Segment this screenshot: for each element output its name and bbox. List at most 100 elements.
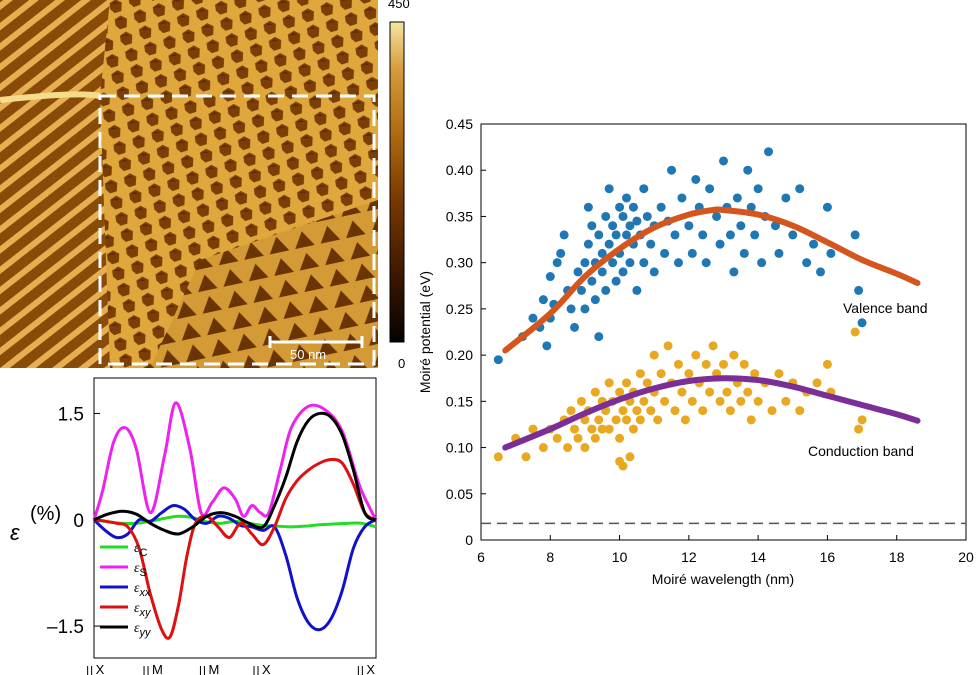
strain-line-s <box>92 401 378 521</box>
scale-bar-label: 50 nm <box>290 347 326 362</box>
valence-point <box>608 258 618 268</box>
conduction-point <box>680 415 690 425</box>
valence-point <box>770 221 780 231</box>
conduction-point <box>594 415 604 425</box>
colorbar-max-label: 450 <box>388 0 410 11</box>
valence-point <box>628 202 638 212</box>
valence-point <box>615 202 625 212</box>
conduction-point <box>684 369 694 379</box>
conduction-point <box>632 406 642 416</box>
conduction-point <box>705 387 715 397</box>
conduction-point <box>597 424 607 434</box>
valence-point <box>538 295 548 305</box>
valence-point <box>670 230 680 240</box>
conduction-point <box>604 424 614 434</box>
conduction-point <box>729 350 739 360</box>
valence-point <box>580 304 590 314</box>
conduction-point <box>622 378 631 388</box>
conduction-point <box>573 433 583 443</box>
valence-point <box>528 313 538 323</box>
valence-point <box>604 184 614 194</box>
valence-point <box>618 267 628 277</box>
conduction-point <box>715 396 725 406</box>
conduction-point <box>677 387 687 397</box>
valence-point <box>677 193 687 203</box>
valence-point <box>573 267 583 277</box>
moire-ytick-label: 0.30 <box>446 255 473 271</box>
valence-point <box>601 285 611 295</box>
valence-point <box>705 184 715 194</box>
conduction-point <box>753 396 763 406</box>
conduction-point <box>521 452 531 462</box>
valence-point <box>608 221 618 231</box>
valence-point <box>559 230 569 240</box>
strain-legend: εC εS εxx εxy εyy <box>100 541 152 639</box>
conduction-point <box>857 415 867 425</box>
valence-point <box>632 216 642 226</box>
scale-bar: 50 nm <box>268 336 364 362</box>
strain-xtick-label: M <box>208 662 219 675</box>
strain-ytick-label: –1.5 <box>47 617 84 638</box>
valence-point <box>639 184 649 194</box>
conduction-point <box>781 396 791 406</box>
conduction-point <box>743 387 753 397</box>
valence-point <box>684 221 694 231</box>
conduction-point <box>691 350 701 360</box>
valence-point <box>719 156 728 166</box>
valence-fit-curve <box>502 206 921 354</box>
moire-xlabel: Moiré wavelength (nm) <box>652 571 794 587</box>
valence-point <box>556 248 566 258</box>
conduction-point <box>850 327 860 337</box>
conduction-point <box>528 424 538 434</box>
valence-point <box>673 258 683 268</box>
conduction-point <box>590 387 600 397</box>
strain-xtick-label: M <box>152 662 163 675</box>
conduction-point <box>719 359 728 369</box>
zoom-region-box <box>98 94 376 366</box>
valence-point <box>698 230 708 240</box>
conduction-point <box>698 406 708 416</box>
valence-point <box>750 230 760 240</box>
valence-point <box>542 341 552 351</box>
conduction-point <box>687 396 697 406</box>
conduction-point <box>580 443 590 453</box>
legend-label-xx: εxx <box>134 581 151 599</box>
legend-label-s: εS <box>134 561 147 579</box>
valence-point <box>854 285 864 295</box>
conduction-point <box>822 359 832 369</box>
moire-plot-frame <box>480 123 967 541</box>
moire-ytick-label: 0.40 <box>446 162 473 178</box>
strain-xtick-label: X <box>366 662 375 675</box>
conduction-point <box>625 452 635 462</box>
conduction-point <box>750 369 760 379</box>
valence-point <box>753 184 763 194</box>
conduction-point <box>701 359 711 369</box>
valence-point <box>826 248 836 258</box>
valence-point <box>656 202 666 212</box>
conduction-point <box>493 452 503 462</box>
conduction-point <box>570 424 580 434</box>
conduction-point <box>795 406 805 416</box>
conduction-point <box>774 369 784 379</box>
valence-point <box>604 239 614 249</box>
valence-point <box>795 184 805 194</box>
valence-point <box>632 285 642 295</box>
conduction-point <box>615 433 625 443</box>
valence-point <box>764 147 774 157</box>
valence-point <box>660 248 670 258</box>
conduction-point <box>587 424 597 434</box>
conduction-point <box>639 396 649 406</box>
conduction-point <box>538 443 548 453</box>
moire-ytick-label: 0.35 <box>446 208 473 224</box>
valence-point <box>611 276 621 286</box>
valence-point <box>743 165 753 175</box>
conduction-point <box>618 406 628 416</box>
strain-xtick-label: X <box>96 662 105 675</box>
conduction-point <box>590 433 600 443</box>
valence-point <box>701 258 711 268</box>
moire-ytick-label: 0.05 <box>446 486 473 502</box>
conduction-point <box>736 396 746 406</box>
valence-point <box>583 202 593 212</box>
valence-point <box>570 322 580 332</box>
